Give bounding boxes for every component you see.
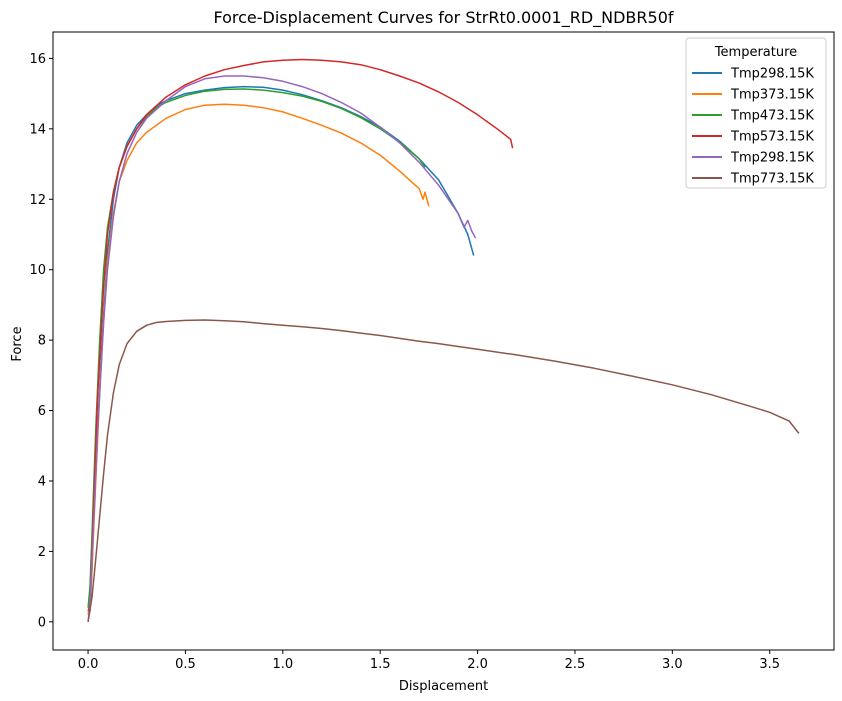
legend-box: [685, 37, 827, 189]
chart-title: Force-Displacement Curves for StrRt0.000…: [213, 8, 673, 28]
x-tick-label: 3.0: [662, 657, 683, 672]
x-tick-label: 2.0: [467, 657, 488, 672]
y-tick-label: 8: [38, 334, 46, 349]
y-tick-label: 16: [29, 52, 46, 67]
x-tick-label: 2.5: [565, 657, 586, 672]
y-tick-label: 6: [38, 404, 46, 419]
x-tick-label: 0.5: [175, 657, 196, 672]
y-tick-label: 0: [38, 615, 46, 630]
legend-label-5: Tmp773.15K: [730, 172, 814, 187]
y-tick-label: 10: [29, 263, 46, 278]
y-tick-label: 4: [38, 474, 46, 489]
series-line-4: [87, 75, 477, 622]
x-axis-ticks: 0.0 0.5 1.0 1.5 2.0 2.5 3.0 3.5: [78, 650, 780, 672]
series-line-2: [87, 88, 426, 608]
y-tick-label: 12: [29, 193, 46, 208]
x-tick-label: 1.5: [370, 657, 391, 672]
legend-label-1: Tmp373.15K: [730, 88, 814, 103]
series-layer: [87, 58, 800, 622]
x-tick-label: 0.0: [78, 657, 99, 672]
y-tick-label: 2: [38, 545, 46, 560]
legend-items: Tmp298.15K Tmp373.15K Tmp473.15K Tmp573.15K…: [692, 67, 814, 187]
legend-label-0: Tmp298.15K: [730, 67, 814, 82]
series-line-3: [87, 58, 514, 612]
x-axis-label: Displacement: [399, 679, 488, 694]
legend: Temperature Tmp298.15K Tmp373.15K Tmp473.1…: [685, 37, 827, 189]
legend-label-2: Tmp473.15K: [730, 109, 814, 124]
y-axis-label: Force: [10, 326, 25, 361]
series-line-0: [88, 85, 475, 613]
legend-label-3: Tmp573.15K: [730, 130, 814, 145]
plot-frame: [52, 31, 835, 651]
y-axis-ticks: 0 2 4 6 8 10 12 14 16: [29, 52, 53, 630]
series-line-1: [87, 103, 430, 615]
series-line-5: [87, 319, 800, 622]
x-tick-label: 3.5: [759, 657, 780, 672]
legend-title: Temperature: [714, 45, 797, 60]
y-tick-label: 14: [29, 122, 46, 137]
x-tick-label: 1.0: [272, 657, 293, 672]
legend-label-4: Tmp298.15K: [730, 151, 814, 166]
